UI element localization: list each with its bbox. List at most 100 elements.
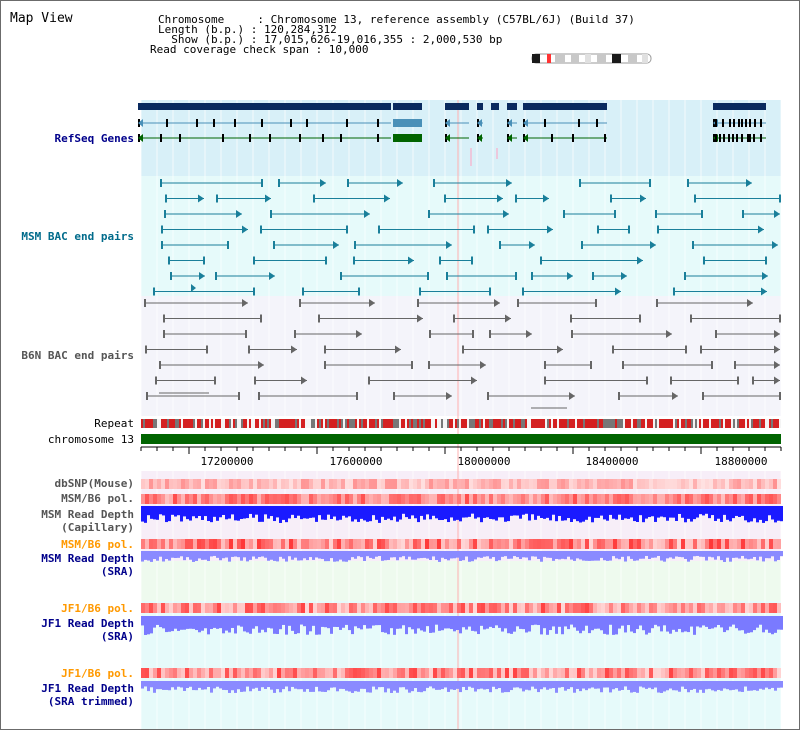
msm-b6-pol-label[interactable]: MSM/B6 pol. [61,492,134,505]
depth-bar [195,551,198,561]
msm-bac-label[interactable]: MSM BAC end pairs [21,230,134,243]
heat-cell [177,494,181,504]
heat-cell [777,479,781,489]
depth-bar [564,551,567,560]
refseq-genes-track[interactable] [138,103,766,166]
heat-cell [741,603,745,613]
heat-cell [205,479,209,489]
msm-depth-capillary-label[interactable]: MSM Read Depth (Capillary) [41,508,134,534]
polymorphism-heatmaps[interactable] [141,479,781,678]
heat-cell [617,479,621,489]
depth-bar [459,681,462,693]
depth-bar [609,506,612,515]
jf1-depth-sra-label[interactable]: JF1 Read Depth (SRA) [41,617,134,643]
heat-cell [345,603,349,613]
heat-cell [485,479,489,489]
chromosome-bar[interactable] [141,434,781,444]
heat-cell [681,603,685,613]
depth-bar [705,551,708,561]
heat-cell [233,603,237,613]
heat-cell [609,539,613,549]
heat-cell [213,479,217,489]
depth-bar [459,616,462,634]
heat-cell [265,539,269,549]
depth-bar [204,506,207,517]
heat-cell [333,668,337,678]
jf1-b6-pol-trimmed-label[interactable]: JF1/B6 pol. [61,667,134,680]
heat-cell [601,668,605,678]
heat-cell [669,603,673,613]
heat-cell [221,668,225,678]
heat-cell [521,668,525,678]
depth-bar [621,616,624,626]
depth-bar [270,616,273,629]
heat-cell [597,494,601,504]
axis-tick-label: 17600000 [329,455,383,468]
depth-bar [165,506,168,523]
heat-cell [601,479,605,489]
depth-bar [546,506,549,518]
refseq-genes-label[interactable]: RefSeq Genes [54,132,134,145]
depth-bar [549,681,552,689]
heat-cell [249,539,253,549]
depth-bar [597,681,600,689]
heat-cell [461,494,465,504]
jf1-depth-trimmed-label[interactable]: JF1 Read Depth (SRA trimmed) [41,682,134,708]
depth-bar [273,616,276,634]
depth-bar [702,681,705,693]
heat-cell [665,539,669,549]
depth-bar [741,506,744,516]
heat-cell [141,603,145,613]
heat-cell [573,494,577,504]
depth-bar [363,551,366,561]
msm-b6-pol-sra-label[interactable]: MSM/B6 pol. [61,538,134,551]
repeat-track[interactable] [141,419,781,428]
heat-cell [141,668,145,678]
depth-bar [231,616,234,628]
heat-cell [609,603,613,613]
heat-cell [389,603,393,613]
depth-bar [549,506,552,521]
heat-cell [357,539,361,549]
read-depth-tracks[interactable] [141,506,783,693]
msm-bac-end-pairs-track[interactable] [153,179,781,296]
depth-bar [231,551,234,557]
depth-bar [273,506,276,522]
depth-bar [690,506,693,522]
depth-bar [420,616,423,631]
depth-bar [231,681,234,691]
heat-cell [453,539,457,549]
heat-cell [665,494,669,504]
heat-cell [269,479,273,489]
depth-bar [732,506,735,519]
heat-cell [453,603,457,613]
depth-bar [660,616,663,632]
depth-bar [378,551,381,557]
depth-bar [555,506,558,522]
b6n-bac-label[interactable]: B6N BAC end pairs [21,349,134,362]
depth-bar [390,616,393,629]
depth-bar [660,681,663,693]
depth-bar [342,551,345,562]
heat-cell [145,494,149,504]
jf1-b6-pol-label[interactable]: JF1/B6 pol. [61,602,134,615]
b6n-bac-end-pairs-track[interactable] [144,299,781,409]
depth-bar [768,506,771,516]
heat-cell [241,479,245,489]
depth-bar [603,616,606,634]
depth-bar [186,506,189,520]
depth-bar [594,506,597,518]
depth-bar [204,616,207,629]
heat-cell [569,494,573,504]
heat-cell [497,494,501,504]
msm-depth-sra-label[interactable]: MSM Read Depth (SRA) [41,552,134,578]
depth-bar [678,616,681,629]
depth-bar [525,616,528,633]
dbsnp-label[interactable]: dbSNP(Mouse) [54,477,134,490]
chromosome-ideogram[interactable] [531,53,652,64]
heat-cell [637,668,641,678]
depth-bar [273,551,276,561]
heat-cell [537,479,541,489]
depth-bar [714,551,717,560]
